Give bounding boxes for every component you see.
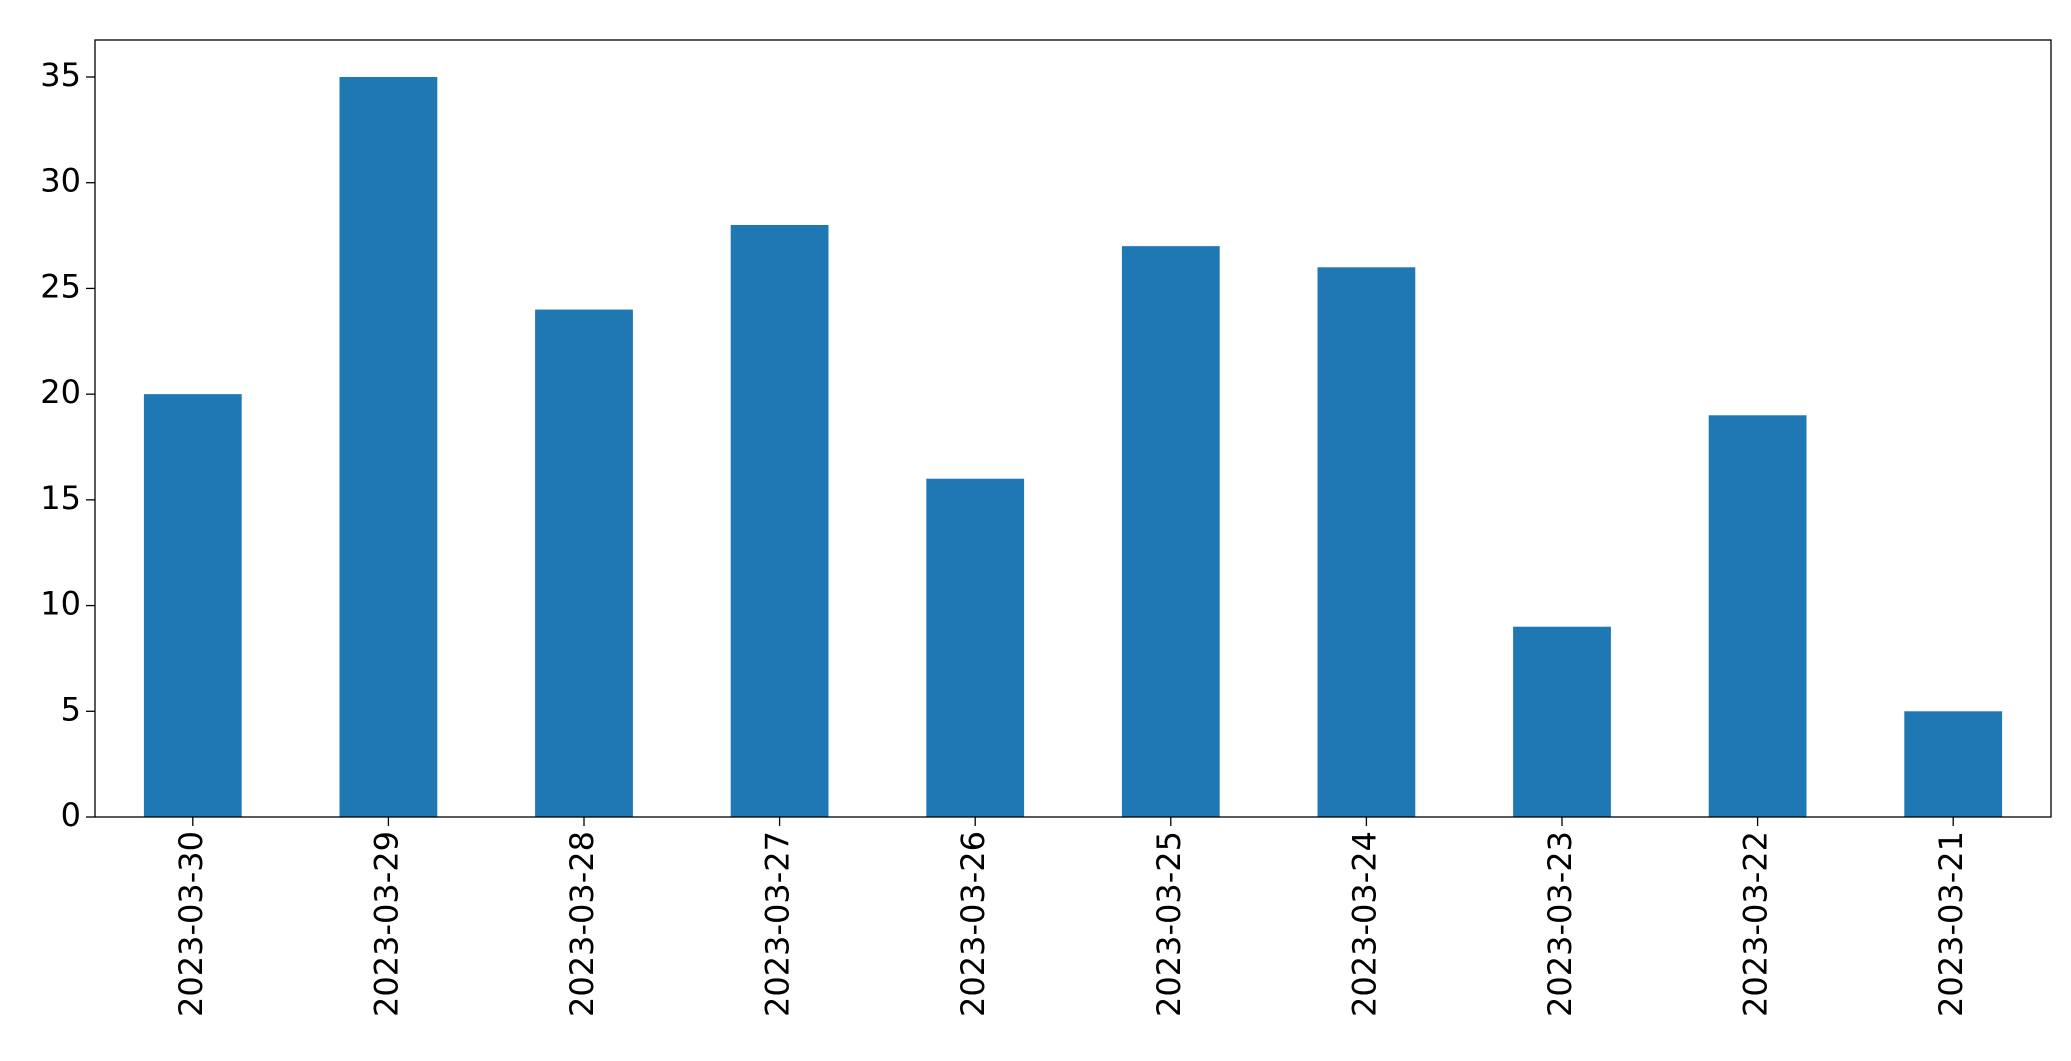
y-tick-label: 15 bbox=[40, 479, 81, 517]
x-tick-label: 2023-03-29 bbox=[367, 831, 405, 1017]
y-tick-label: 30 bbox=[40, 162, 81, 200]
x-tick-label: 2023-03-21 bbox=[1932, 831, 1970, 1017]
bar bbox=[926, 478, 1025, 817]
bar bbox=[1904, 711, 2003, 817]
y-tick-label: 20 bbox=[40, 373, 81, 411]
x-tick-label: 2023-03-24 bbox=[1345, 831, 1383, 1017]
bar bbox=[143, 394, 242, 817]
y-tick-label: 5 bbox=[61, 690, 81, 728]
bar bbox=[1121, 246, 1220, 818]
x-tick-label: 2023-03-22 bbox=[1737, 831, 1775, 1017]
x-tick-label: 2023-03-23 bbox=[1541, 831, 1579, 1017]
x-tick-label: 2023-03-26 bbox=[954, 831, 992, 1017]
y-tick-label: 10 bbox=[40, 585, 81, 623]
bar bbox=[730, 225, 829, 817]
plot-frame bbox=[94, 39, 2052, 818]
x-tick-label: 2023-03-30 bbox=[172, 831, 210, 1017]
x-tick-label: 2023-03-28 bbox=[563, 831, 601, 1017]
bar bbox=[339, 77, 438, 817]
bar bbox=[1317, 267, 1416, 817]
y-tick-label: 35 bbox=[40, 56, 81, 94]
y-tick-label: 0 bbox=[61, 796, 81, 834]
x-tick-label: 2023-03-25 bbox=[1150, 831, 1188, 1017]
y-tick-label: 25 bbox=[40, 267, 81, 305]
bar bbox=[1708, 415, 1807, 817]
bar bbox=[535, 309, 633, 817]
bar bbox=[1513, 626, 1611, 817]
x-tick-label: 2023-03-27 bbox=[759, 831, 797, 1017]
